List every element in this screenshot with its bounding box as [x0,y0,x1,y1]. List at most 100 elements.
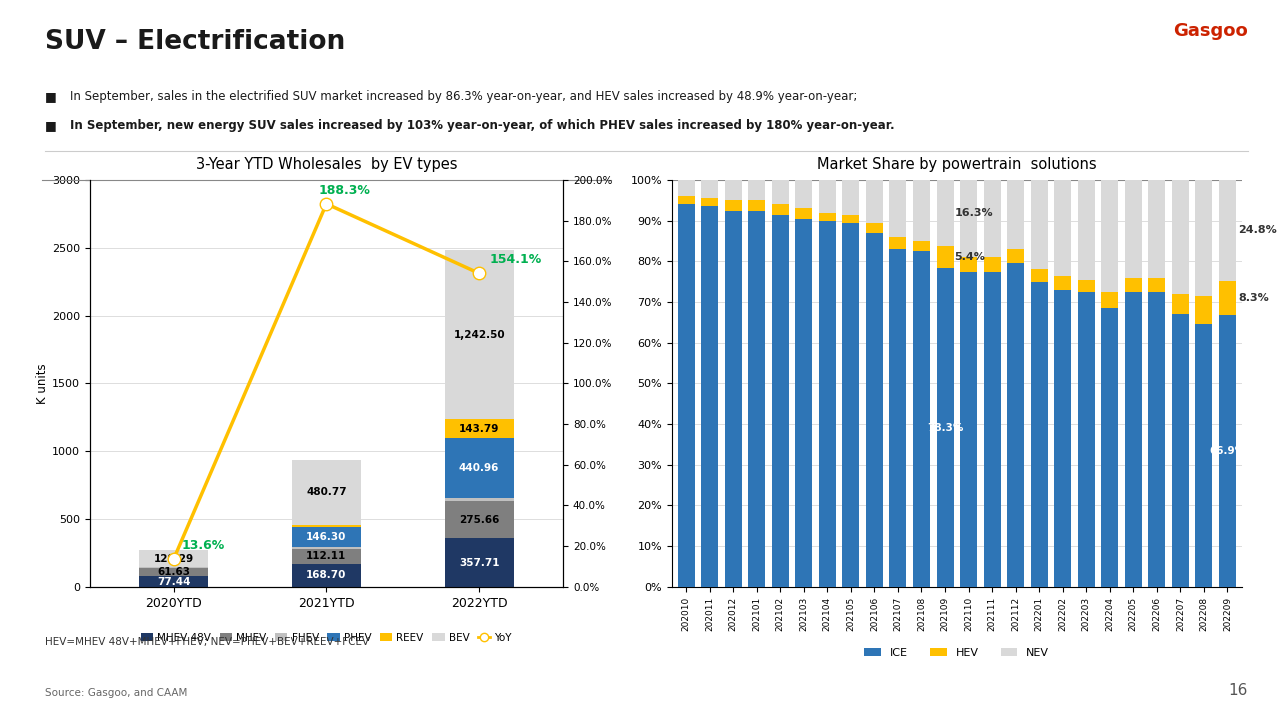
Bar [445,501,513,539]
Bar [772,215,788,587]
Text: ■: ■ [45,119,56,132]
Bar [701,198,718,207]
Bar [1196,296,1212,325]
Bar [1007,264,1024,587]
Legend: MHEV 48V, MHEV, FHEV, PHEV, REEV, BEV, YoY: MHEV 48V, MHEV, FHEV, PHEV, REEV, BEV, Y… [137,629,516,647]
Bar [1172,180,1189,294]
Bar [677,197,695,204]
Bar [677,204,695,587]
Bar [795,180,813,209]
Text: ■: ■ [45,90,56,103]
Bar [1219,180,1236,281]
Bar [983,257,1001,271]
Title: 3-Year YTD Wholesales  by EV types: 3-Year YTD Wholesales by EV types [196,157,457,172]
Bar [749,200,765,210]
Bar [867,233,883,587]
Bar [292,527,361,546]
Text: 112.11: 112.11 [306,552,347,562]
Bar [1148,278,1165,292]
Bar [1148,292,1165,587]
Bar [1055,290,1071,587]
Bar [937,269,954,587]
Y-axis label: K units: K units [36,363,49,404]
Text: In September, sales in the electrified SUV market increased by 86.3% year-on-yea: In September, sales in the electrified S… [70,90,858,103]
Bar [445,498,513,501]
Bar [445,539,513,587]
Bar [677,180,695,197]
Text: 480.77: 480.77 [306,487,347,498]
Bar [819,180,836,212]
Bar [1055,276,1071,290]
Bar [292,460,361,525]
Bar [772,204,788,215]
Bar [701,180,718,198]
Bar [819,220,836,587]
Text: 440.96: 440.96 [460,463,499,473]
Bar [867,180,883,222]
Text: 143.79: 143.79 [460,423,499,433]
Title: Market Share by powertrain  solutions: Market Share by powertrain solutions [817,157,1097,172]
Text: 275.66: 275.66 [460,515,499,525]
Text: 78.3%: 78.3% [927,423,964,433]
Bar [292,525,361,527]
Text: 154.1%: 154.1% [490,253,543,266]
Bar [1101,180,1119,292]
Bar [913,251,931,587]
Bar [1125,292,1142,587]
Bar [292,564,361,587]
Text: 146.30: 146.30 [306,532,347,542]
Text: HEV=MHEV 48V+MHEV+FHEV; NEV=PHEV+BEV+REEV+FCEV: HEV=MHEV 48V+MHEV+FHEV; NEV=PHEV+BEV+REE… [45,637,369,647]
Bar [140,550,209,567]
Text: 16.3%: 16.3% [955,208,993,218]
Text: 188.3%: 188.3% [319,184,371,197]
Bar [1148,180,1165,278]
Bar [1078,292,1094,587]
Bar [1030,282,1047,587]
Bar [1125,180,1142,278]
Text: 357.71: 357.71 [460,557,499,567]
Bar [1007,249,1024,264]
Bar [842,222,859,587]
Bar [983,180,1001,257]
Bar [1101,308,1119,587]
Bar [937,180,954,246]
Text: 8.3%: 8.3% [1238,293,1268,303]
Bar [867,222,883,233]
Bar [1030,269,1047,282]
Bar [1078,180,1094,279]
Bar [913,180,931,241]
Bar [1030,180,1047,269]
Text: SUV – Electrification: SUV – Electrification [45,29,346,55]
Bar [1007,180,1024,249]
Bar [445,438,513,498]
Bar [749,180,765,200]
Bar [445,419,513,438]
Bar [724,200,741,210]
Bar [1101,292,1119,308]
Bar [1219,281,1236,315]
Bar [724,210,741,587]
Bar [292,549,361,564]
Bar [140,568,209,576]
Text: 16: 16 [1229,683,1248,698]
Text: 61.63: 61.63 [157,567,191,577]
Text: In September, new energy SUV sales increased by 103% year-on-year, of which PHEV: In September, new energy SUV sales incre… [70,119,895,132]
Bar [983,271,1001,587]
Bar [960,271,977,587]
Text: Source: Gasgoo, and CAAM: Source: Gasgoo, and CAAM [45,688,187,698]
Bar [842,215,859,222]
Bar [1125,278,1142,292]
Bar [772,180,788,204]
Bar [701,207,718,587]
Text: 77.44: 77.44 [157,577,191,587]
Bar [1219,315,1236,587]
Bar [445,251,513,419]
Bar [890,237,906,249]
Text: 66.9%: 66.9% [1210,446,1245,456]
Bar [819,212,836,220]
Bar [842,180,859,215]
Text: 5.4%: 5.4% [955,252,986,262]
Bar [890,180,906,237]
Text: Gasgoo: Gasgoo [1174,22,1248,40]
Bar [913,241,931,251]
